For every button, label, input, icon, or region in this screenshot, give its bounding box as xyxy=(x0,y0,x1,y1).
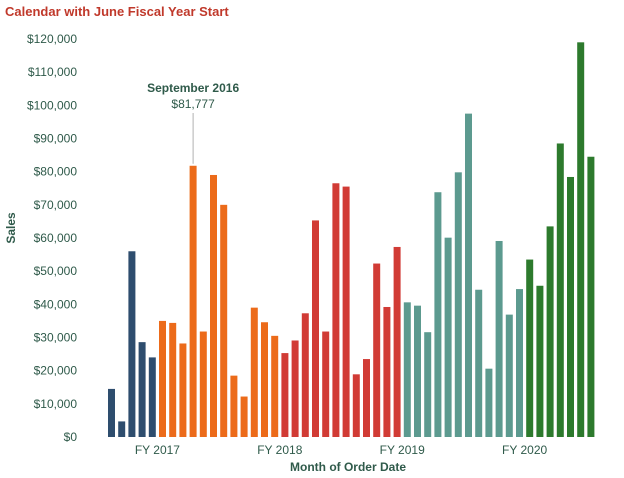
bar[interactable] xyxy=(128,251,136,437)
y-tick-label: $10,000 xyxy=(34,397,78,411)
bar[interactable] xyxy=(505,314,513,437)
y-tick-label: $40,000 xyxy=(34,297,78,311)
y-tick-label: $80,000 xyxy=(34,165,78,179)
y-axis-ticks: $0 $10,000 $20,000 $30,000 $40,000 $50,000 $60… xyxy=(27,32,77,444)
bar[interactable] xyxy=(393,246,401,437)
bar[interactable] xyxy=(577,42,585,438)
bar[interactable] xyxy=(179,343,187,437)
bar[interactable] xyxy=(414,305,421,437)
bar[interactable] xyxy=(475,289,483,437)
bar[interactable] xyxy=(403,302,411,437)
bar[interactable] xyxy=(444,237,452,437)
y-tick-label: $0 xyxy=(64,430,78,444)
bar[interactable] xyxy=(271,335,279,437)
bar[interactable] xyxy=(332,183,340,437)
chart-title: Calendar with June Fiscal Year Start xyxy=(5,4,229,19)
x-axis-title: Month of Order Date xyxy=(290,460,406,474)
bar[interactable] xyxy=(189,165,197,437)
y-tick-label: $120,000 xyxy=(27,32,77,46)
y-tick-label: $110,000 xyxy=(28,65,77,79)
bar[interactable] xyxy=(169,322,177,437)
bar[interactable] xyxy=(465,113,472,437)
bar[interactable] xyxy=(383,306,391,437)
bar[interactable] xyxy=(199,331,207,437)
bar[interactable] xyxy=(240,396,248,437)
bar[interactable] xyxy=(424,332,432,437)
bar[interactable] xyxy=(220,204,228,437)
bar[interactable] xyxy=(526,259,534,437)
bar[interactable] xyxy=(312,220,319,437)
bar[interactable] xyxy=(261,322,268,437)
bar[interactable] xyxy=(363,359,370,437)
bar[interactable] xyxy=(495,240,503,437)
bar[interactable] xyxy=(322,331,330,437)
bar[interactable] xyxy=(556,143,564,437)
y-tick-label: $70,000 xyxy=(34,198,78,212)
bar[interactable] xyxy=(281,353,289,437)
annotation: September 2016 $81,777 xyxy=(147,81,239,164)
bars xyxy=(108,42,595,438)
x-tick-label: FY 2018 xyxy=(257,443,302,457)
annotation-value: $81,777 xyxy=(171,97,215,111)
bar[interactable] xyxy=(434,192,442,437)
bar[interactable] xyxy=(546,226,554,437)
y-tick-label: $30,000 xyxy=(34,331,78,345)
bar[interactable] xyxy=(485,368,493,437)
bar[interactable] xyxy=(138,342,146,437)
bar[interactable] xyxy=(536,285,544,437)
y-tick-label: $50,000 xyxy=(34,264,78,278)
bar[interactable] xyxy=(291,340,299,437)
x-tick-label: FY 2019 xyxy=(380,443,425,457)
bar[interactable] xyxy=(230,375,238,437)
y-axis-title: Sales xyxy=(4,212,18,244)
bar[interactable] xyxy=(301,313,309,437)
y-tick-label: $100,000 xyxy=(27,98,77,112)
y-tick-label: $20,000 xyxy=(34,364,78,378)
bar[interactable] xyxy=(587,156,595,437)
bar[interactable] xyxy=(210,174,217,437)
x-tick-label: FY 2017 xyxy=(135,443,180,457)
bar[interactable] xyxy=(454,172,462,437)
bar[interactable] xyxy=(108,388,115,437)
bar[interactable] xyxy=(118,421,126,437)
annotation-month: September 2016 xyxy=(147,81,239,95)
bar[interactable] xyxy=(567,176,574,437)
bar[interactable] xyxy=(159,320,166,437)
bar[interactable] xyxy=(373,263,381,437)
bar[interactable] xyxy=(516,289,523,437)
bar[interactable] xyxy=(342,186,350,437)
bar[interactable] xyxy=(352,374,360,437)
y-tick-label: $60,000 xyxy=(34,231,78,245)
bar[interactable] xyxy=(148,357,156,437)
y-tick-label: $90,000 xyxy=(34,132,78,146)
bar[interactable] xyxy=(250,307,258,437)
x-tick-label: FY 2020 xyxy=(502,443,547,457)
x-axis-ticks: FY 2017 FY 2018 FY 2019 FY 2020 xyxy=(135,443,548,457)
